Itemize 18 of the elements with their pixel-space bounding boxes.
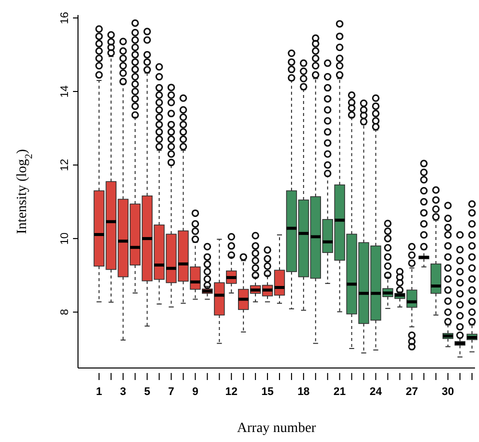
x-tick-label: 21 <box>334 386 346 398</box>
x-tick-label: 5 <box>144 386 150 398</box>
x-tick-label: 1 <box>96 386 102 398</box>
x-tick-label: 12 <box>225 386 238 398</box>
x-tick-label: 7 <box>168 386 174 398</box>
x-tick-label: 24 <box>370 386 383 398</box>
y-tick-label: 8 <box>59 309 71 316</box>
x-tick-label: 3 <box>120 386 126 398</box>
x-tick-label: 18 <box>297 386 310 398</box>
y-tick-label: 12 <box>59 158 71 172</box>
x-tick-label: 15 <box>261 386 274 398</box>
x-tick-label: 30 <box>442 386 454 398</box>
y-tick-label: 16 <box>59 12 71 24</box>
x-axis-title: Array number <box>237 421 316 436</box>
y-tick-label: 14 <box>59 85 71 98</box>
x-tick-label: 9 <box>192 386 198 398</box>
x-tick-label: 27 <box>406 386 418 398</box>
y-tick-label: 10 <box>59 232 71 245</box>
